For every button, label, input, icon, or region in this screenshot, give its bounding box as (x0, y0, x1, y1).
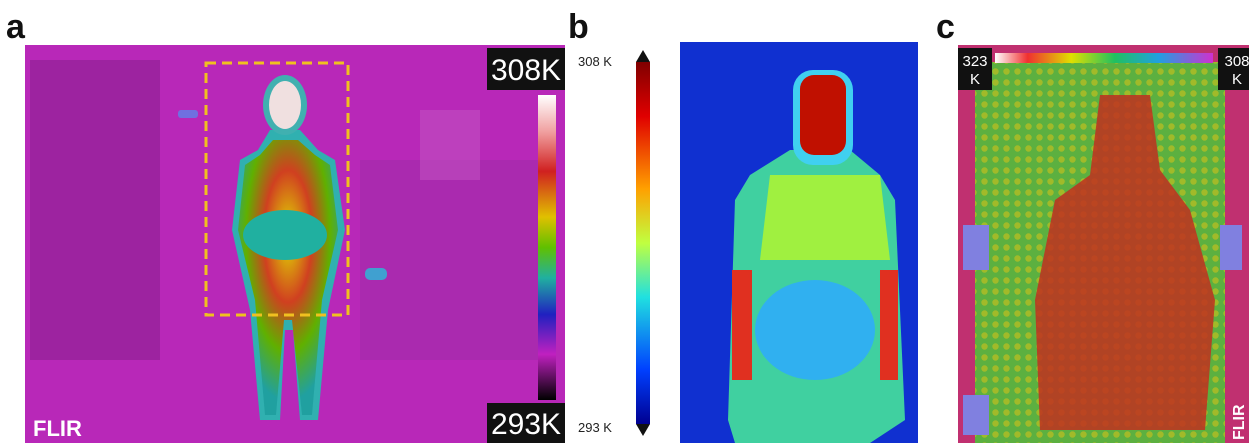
page: a 308K 293K FLIR b 308 K 293 K c 323 K 3… (0, 0, 1249, 443)
thermal-image-a (25, 45, 565, 443)
panel-label: b (568, 8, 589, 46)
logo: FLIR (1231, 404, 1248, 440)
scale-right-unit: K (1232, 71, 1242, 88)
scale-left-unit: K (970, 71, 980, 88)
thermal-image-c (958, 45, 1249, 443)
panel-label: a (6, 8, 26, 46)
scale-right: 308 (1224, 53, 1249, 70)
thermal-image-b (680, 42, 918, 443)
scale-min: 293K (491, 408, 561, 441)
colorbar-b (636, 50, 650, 436)
scale-left: 323 (962, 53, 987, 70)
figure: a 308K 293K FLIR b 308 K 293 K c 323 K 3… (0, 0, 1249, 443)
scale-max: 308 K (578, 54, 612, 69)
logo: FLIR (33, 416, 82, 441)
scale-max: 308K (491, 54, 561, 87)
panel-label: c (936, 8, 955, 46)
scale-min: 293 K (578, 420, 612, 435)
